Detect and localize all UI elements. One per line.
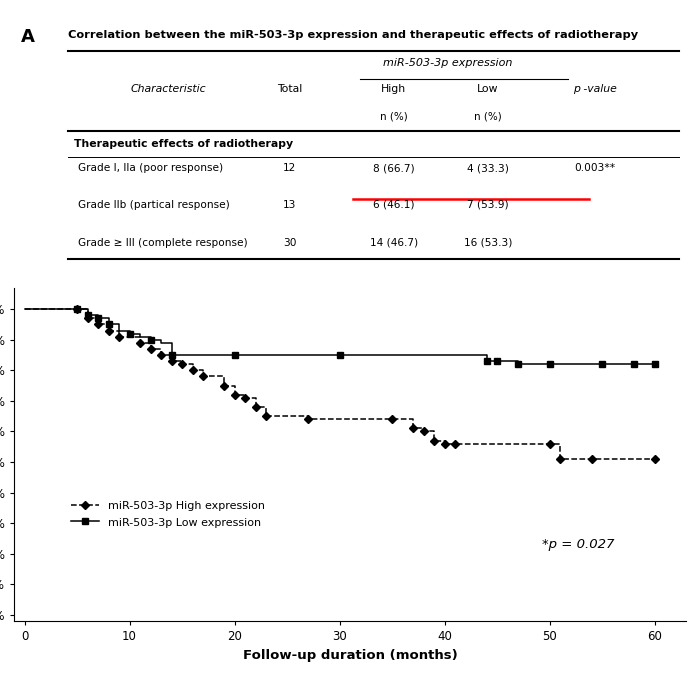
Text: Therapeutic effects of radiotherapy: Therapeutic effects of radiotherapy: [74, 139, 293, 148]
Text: n (%): n (%): [474, 112, 502, 122]
Text: 4 (33.3): 4 (33.3): [467, 163, 509, 173]
Legend: miR-503-3p High expression, miR-503-3p Low expression: miR-503-3p High expression, miR-503-3p L…: [66, 496, 270, 532]
Text: Grade I, IIa (poor response): Grade I, IIa (poor response): [78, 163, 223, 173]
Text: 8 (66.7): 8 (66.7): [373, 163, 414, 173]
Text: 14 (46.7): 14 (46.7): [370, 238, 418, 248]
Text: 7 (53.9): 7 (53.9): [467, 200, 509, 210]
Text: 16 (53.3): 16 (53.3): [463, 238, 512, 248]
Text: Total: Total: [277, 84, 302, 94]
Text: Low: Low: [477, 84, 498, 94]
Text: 0.003**: 0.003**: [575, 163, 616, 173]
Text: Grade IIb (partical response): Grade IIb (partical response): [78, 200, 230, 210]
Text: p -value: p -value: [573, 84, 617, 94]
Text: Grade ≥ III (complete response): Grade ≥ III (complete response): [78, 238, 248, 248]
Text: High: High: [381, 84, 406, 94]
Text: *p = 0.027: *p = 0.027: [542, 538, 615, 551]
Text: A: A: [21, 28, 34, 46]
Text: Characteristic: Characteristic: [131, 84, 206, 94]
Text: miR-503-3p expression: miR-503-3p expression: [383, 58, 512, 68]
Text: 30: 30: [283, 238, 296, 248]
X-axis label: Follow-up duration (months): Follow-up duration (months): [243, 649, 457, 662]
Text: Correlation between the miR-503-3p expression and therapeutic effects of radioth: Correlation between the miR-503-3p expre…: [68, 30, 638, 40]
Text: 6 (46.1): 6 (46.1): [373, 200, 414, 210]
Text: n (%): n (%): [380, 112, 407, 122]
Text: 12: 12: [283, 163, 296, 173]
Text: 13: 13: [283, 200, 296, 210]
